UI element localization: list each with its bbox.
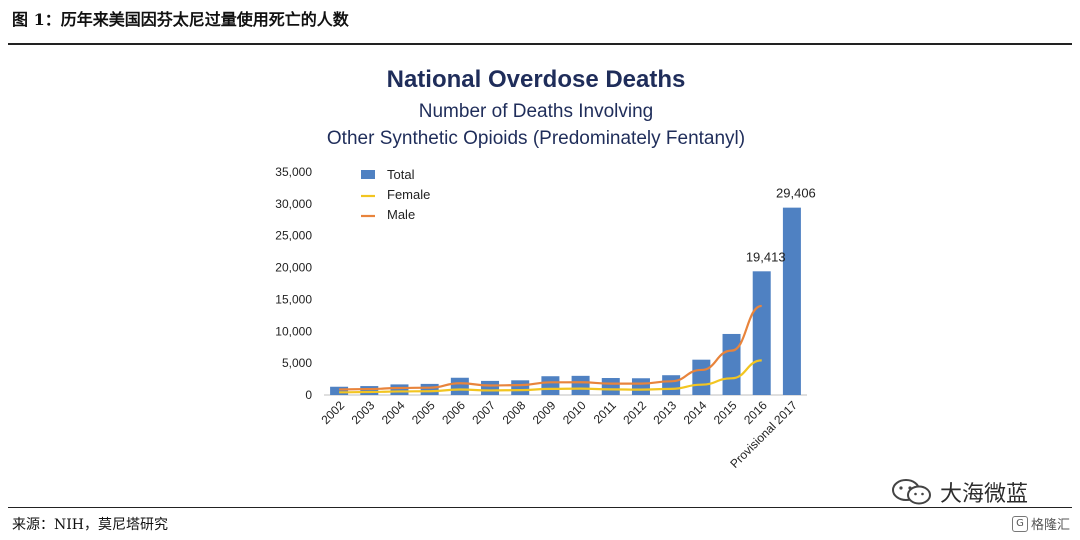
bar-total <box>722 333 741 395</box>
figure-caption: 图 1：历年来美国因芬太尼过量使用死亡的人数 <box>12 10 349 29</box>
x-tick-label: 2005 <box>409 398 438 427</box>
legend-swatch-total <box>361 170 375 179</box>
watermark: 大海微蓝 <box>890 476 1028 508</box>
source-note: 来源：NIH，莫尼塔研究 <box>12 517 168 533</box>
bar-total <box>511 380 530 395</box>
wechat-icon <box>892 479 931 505</box>
x-tick-label: 2010 <box>560 398 589 427</box>
x-tick-label: 2014 <box>681 398 710 427</box>
y-tick-label: 5,000 <box>282 356 312 370</box>
x-tick-label: 2004 <box>379 398 408 427</box>
watermark-text: 大海微蓝 <box>940 482 1029 507</box>
legend-label: Female <box>387 187 430 202</box>
y-tick-label: 25,000 <box>275 229 312 243</box>
x-tick-label: 2013 <box>650 398 679 427</box>
y-tick-label: 20,000 <box>275 261 312 275</box>
x-tick-label: 2012 <box>620 398 649 427</box>
bar-total <box>390 384 409 395</box>
y-tick-label: 35,000 <box>275 165 312 179</box>
data-label: 19,413 <box>746 249 786 264</box>
logo-icon: G <box>1011 515 1028 532</box>
chart-title: National Overdose Deaths <box>387 66 686 93</box>
line-female <box>339 359 762 394</box>
y-tick-label: 0 <box>305 388 312 402</box>
x-tick-label: 2003 <box>349 398 378 427</box>
bar-total <box>662 375 681 395</box>
top-rule <box>8 43 1072 45</box>
bar-total <box>481 380 500 395</box>
bar-total <box>692 359 711 395</box>
bar-total <box>571 375 590 395</box>
x-tick-label: 2007 <box>469 398 498 427</box>
bar-total <box>752 271 771 395</box>
x-tick-label: 2015 <box>711 398 740 427</box>
x-tick-label: 2011 <box>591 398 619 426</box>
bar-total <box>601 378 620 395</box>
y-tick-label: 15,000 <box>275 292 312 306</box>
x-tick-label: 2009 <box>530 398 559 427</box>
bar-total <box>360 386 379 395</box>
legend-label: Total <box>387 167 415 182</box>
bar-total <box>631 378 650 395</box>
chart-subtitle: Other Synthetic Opioids (Predominately F… <box>327 128 745 149</box>
line-male <box>339 304 763 391</box>
bar-total <box>420 383 439 395</box>
bar-total <box>450 377 469 395</box>
x-tick-label: 2006 <box>439 398 468 427</box>
overdose-chart: National Overdose Deaths Number of Deaths… <box>275 66 816 471</box>
bar-total <box>330 386 349 395</box>
x-tick-label: 2002 <box>318 398 347 427</box>
x-tick-label: 2008 <box>500 398 529 427</box>
corner-logo-text: 格隆汇 <box>1030 518 1070 533</box>
corner-logo: G 格隆汇 <box>1011 514 1070 533</box>
y-tick-label: 30,000 <box>275 197 312 211</box>
bottom-rule <box>8 507 1072 508</box>
bar-total <box>782 207 801 395</box>
chart-subtitle: Number of Deaths Involving <box>419 101 653 122</box>
y-tick-label: 10,000 <box>275 324 312 338</box>
data-label: 29,406 <box>776 186 816 201</box>
legend-label: Male <box>387 207 415 222</box>
bar-total <box>541 376 560 395</box>
